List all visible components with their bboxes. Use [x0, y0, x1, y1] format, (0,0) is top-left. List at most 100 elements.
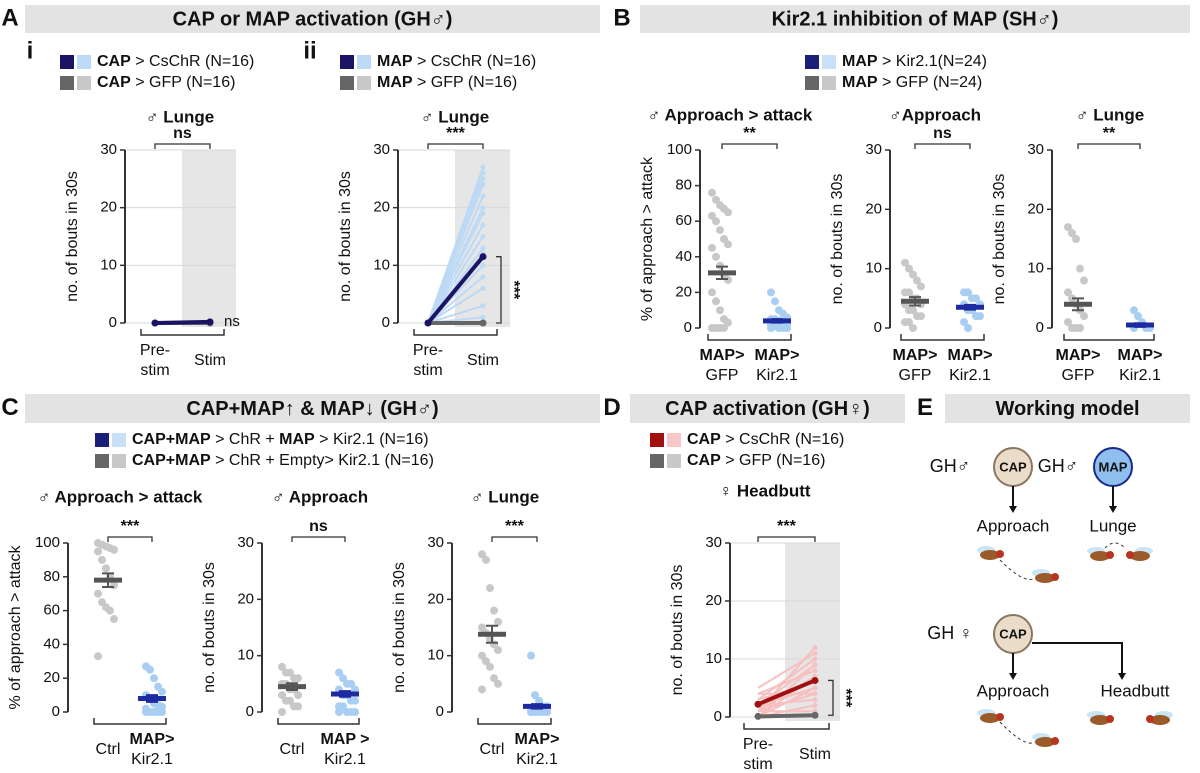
- individual-point: [480, 182, 486, 188]
- mean-point: [424, 319, 432, 327]
- legend-text-part: CAP+MAP: [132, 452, 211, 469]
- chart-title: ♂ Lunge: [146, 107, 214, 126]
- individual-point: [812, 662, 818, 668]
- data-point: [917, 282, 925, 291]
- mean-point: [811, 676, 819, 684]
- data-point: [724, 208, 732, 217]
- data-point: [531, 691, 539, 700]
- chart: ♂ Lunge 0 10 20 30 no. of bouts in 30s MAP> GFP…: [991, 105, 1162, 384]
- data-point: [531, 708, 539, 716]
- fly-body: [1035, 573, 1055, 583]
- mean-line: [154, 319, 211, 325]
- legend-swatch: [805, 55, 819, 69]
- x-tick-label: Kir2.1: [949, 367, 991, 384]
- data-point: [1076, 324, 1084, 332]
- data-point: [1076, 264, 1084, 273]
- x-bracket: [707, 334, 792, 341]
- data-point: [494, 617, 502, 626]
- data-point: [960, 318, 968, 327]
- model-gh: GH♂: [1038, 456, 1079, 476]
- y-tick-label: 10: [237, 647, 254, 664]
- mean-point: [811, 711, 819, 719]
- individual-point: [812, 644, 818, 650]
- fly-body: [1090, 551, 1110, 561]
- individual-point: [812, 702, 818, 708]
- x-tick-label: stim: [413, 362, 442, 379]
- data-point: [478, 651, 486, 660]
- legend-text-part: > ChR + Empty> Kir2.1 (N=16): [211, 452, 434, 469]
- data-point: [767, 324, 775, 332]
- y-axis-label: no. of bouts in 30s: [337, 171, 354, 302]
- chart: CAP > CsChR (N=16)CAP > GFP (N=16)♀ Head…: [650, 431, 854, 773]
- fly-head: [996, 550, 1004, 558]
- legend-swatch: [60, 76, 74, 90]
- legend-text-part: > CsChR (N=16): [413, 53, 537, 70]
- x-tick-label: Ctrl: [280, 741, 305, 758]
- y-tick-label: 0: [246, 703, 254, 720]
- data-point: [94, 547, 102, 556]
- sig-bracket: [154, 143, 211, 149]
- data-point: [94, 589, 102, 598]
- chart-title: ♂Approach: [889, 105, 981, 124]
- x-tick-label: Ctrl: [96, 741, 121, 758]
- panel-title: Kir2.1 inhibition of MAP (SH♂): [772, 8, 1059, 30]
- chart: ♂Approach 0 10 20 30 no. of bouts in 30s MAP> G…: [829, 105, 992, 384]
- y-tick-label: 20: [865, 200, 882, 217]
- legend-swatch: [112, 454, 126, 468]
- data-point: [486, 584, 494, 593]
- mean-line: [757, 713, 816, 719]
- y-tick-label: 100: [35, 534, 60, 551]
- individual-line: [757, 669, 816, 695]
- arrow-head: [1109, 506, 1117, 513]
- data-point: [716, 306, 724, 315]
- y-axis-label: no. of bouts in 30s: [201, 562, 218, 693]
- individual-point: [812, 668, 818, 674]
- legend-label: MAP > GFP (N=24): [842, 74, 982, 91]
- individual-line: [427, 304, 484, 324]
- y-tick-label: 0: [1036, 319, 1044, 336]
- y-tick-label: 20: [427, 590, 444, 607]
- individual-line: [427, 235, 484, 324]
- panel-header-bar: [630, 394, 905, 423]
- individual-point: [812, 691, 818, 697]
- individual-point: [812, 650, 818, 656]
- data-point: [294, 674, 302, 683]
- data-point: [917, 312, 925, 321]
- legend-text-part: CAP+MAP: [132, 431, 211, 448]
- individual-line: [757, 698, 816, 707]
- legend-text-part: > GFP (N=16): [413, 74, 518, 91]
- y-tick-label: 0: [714, 708, 722, 725]
- sig-label: ns: [173, 125, 192, 142]
- x-tick-label: Stim: [194, 352, 226, 369]
- fly-head: [1051, 573, 1059, 581]
- legend-text-part: > ChR +: [211, 431, 279, 448]
- x-tick-label: Pre-: [413, 342, 443, 359]
- individual-point: [480, 245, 486, 251]
- data-point: [335, 708, 343, 716]
- individual-point: [480, 164, 486, 170]
- legend-swatch: [805, 76, 819, 90]
- y-tick-label: 20: [373, 199, 390, 216]
- data-point: [482, 555, 490, 564]
- data-point: [347, 679, 355, 688]
- y-tick-label: 30: [100, 141, 117, 158]
- sig-label: ns: [933, 125, 952, 142]
- model-output: Approach: [977, 516, 1050, 535]
- stim-shade: [182, 150, 236, 327]
- panel-letter: C: [1, 394, 18, 421]
- mean-point: [479, 253, 487, 261]
- legend-swatch: [357, 76, 371, 90]
- panel-title: CAP or MAP activation (GH♂): [173, 8, 453, 30]
- y-tick-label: 0: [436, 703, 444, 720]
- individual-point: [480, 303, 486, 309]
- individual-line: [757, 652, 816, 689]
- x-tick-label: MAP>: [948, 347, 993, 364]
- legend-swatch: [95, 454, 109, 468]
- panel-title: CAP+MAP↑ & MAP↓ (GH♂): [186, 398, 438, 420]
- x-bracket: [1063, 334, 1155, 341]
- data-point: [535, 696, 543, 705]
- individual-line: [427, 224, 484, 324]
- data-point: [1068, 229, 1076, 238]
- x-tick-label: GFP: [706, 367, 739, 384]
